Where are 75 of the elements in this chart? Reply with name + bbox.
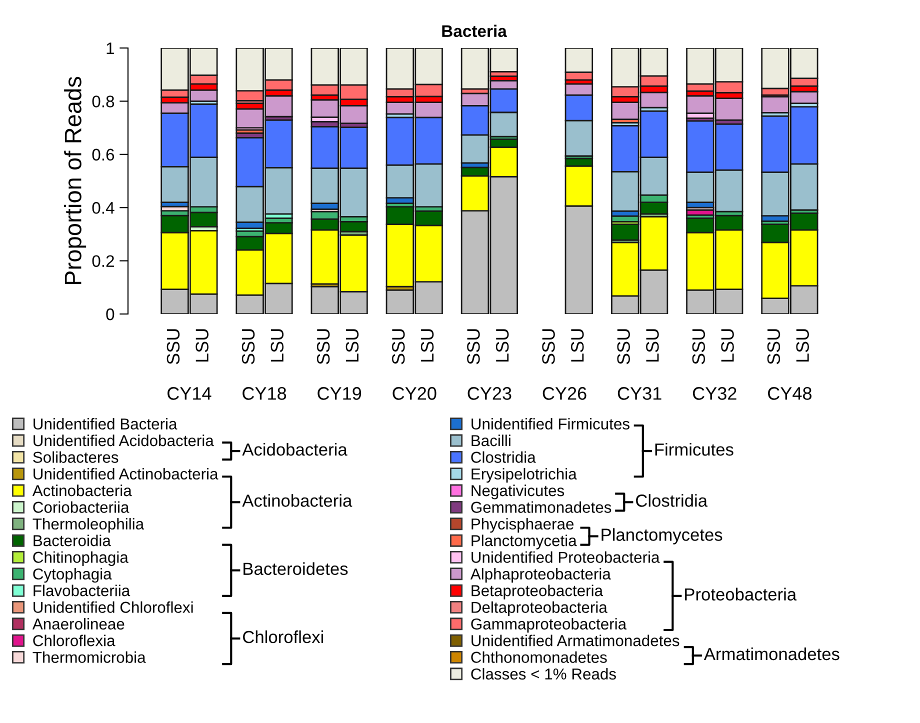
- legend-label: Flavobacteriia: [34, 584, 130, 596]
- x-tick-label: LSU: [346, 329, 359, 362]
- legend-label: Unidentified Chloroflexi: [34, 601, 193, 613]
- legend-label: Negativicutes: [472, 484, 564, 500]
- text: Clostridia: [636, 494, 708, 507]
- legend-label: Gammaproteobacteria: [471, 618, 627, 633]
- legend-label: Solibacteres: [33, 451, 118, 463]
- legend-label: Bacilli: [472, 434, 510, 446]
- text: Firmicutes: [655, 442, 734, 456]
- x-tick-label: SSU: [392, 329, 405, 364]
- legend-label: Deltaproteobacteria: [472, 601, 608, 616]
- legend-label: Chitinophagia: [33, 551, 128, 566]
- x-tick-label: SSU: [316, 329, 330, 364]
- legend-label: Unidentified Proteobacteria: [472, 551, 660, 563]
- legend-label: Coriobacteriia: [33, 501, 130, 513]
- x-tick-label: LSU: [571, 329, 584, 362]
- text: Acidobacteria: [242, 442, 348, 456]
- x-tick-label: LSU: [270, 329, 284, 362]
- text: Armatimonadetes: [704, 647, 840, 660]
- text: Chloroflexi: [243, 630, 323, 644]
- y-tick-label: 0.4: [92, 202, 114, 214]
- legend-label: Unidentified Bacteria: [34, 418, 178, 430]
- x-tick-label: LSU: [496, 329, 509, 362]
- legend-label: Cytophagia: [33, 568, 112, 583]
- legend-label: Bacteroidia: [34, 534, 111, 546]
- legend-label: Betaproteobacteria: [472, 584, 604, 600]
- text: CY14: [168, 387, 212, 400]
- text: CY23: [468, 387, 512, 400]
- x-tick-label: SSU: [467, 329, 480, 364]
- legend-label: Thermoleophilia: [32, 518, 144, 533]
- x-tick-label: SSU: [767, 329, 780, 364]
- legend-label: Gemmatimonadetes: [471, 501, 612, 513]
- text: CY20: [392, 387, 436, 400]
- y-tick-label: 0.2: [92, 255, 114, 268]
- legend-label: Unidentified Armatimonadetes: [472, 634, 680, 646]
- legend-label: Classes < 1% Reads: [471, 668, 616, 680]
- x-tick-label: SSU: [542, 329, 555, 364]
- legend-label: Anaerolineae: [32, 618, 124, 630]
- x-tick-label: LSU: [646, 329, 659, 362]
- legend-label: Phycisphaerae: [472, 518, 574, 533]
- y-tick-label: 0: [106, 308, 114, 320]
- text: CY26: [542, 387, 586, 400]
- x-tick-label: LSU: [796, 329, 809, 362]
- y-tick-label: 0.6: [92, 148, 114, 161]
- legend-label: Erysipelotrichia: [472, 468, 577, 483]
- chart-title: Bacteria: [442, 24, 507, 38]
- text: Proteobacteria: [685, 588, 797, 601]
- x-tick-label: LSU: [420, 329, 434, 362]
- x-tick-label: SSU: [166, 329, 180, 364]
- x-tick-label: LSU: [196, 329, 208, 362]
- text: CY18: [242, 387, 286, 400]
- legend-label: Chthonomonadetes: [471, 651, 607, 663]
- legend-label: Unidentified Firmicutes: [472, 418, 630, 430]
- x-tick-label: LSU: [721, 329, 734, 362]
- legend-label: Thermomicrobia: [32, 651, 146, 663]
- text: CY31: [618, 387, 662, 400]
- text: Planctomycetes: [602, 528, 722, 544]
- text: CY32: [692, 387, 736, 400]
- x-tick-label: SSU: [692, 329, 706, 364]
- legend-label: Chloroflexia: [33, 634, 116, 646]
- legend-label: Actinobacteria: [32, 484, 132, 496]
- text: CY48: [768, 387, 812, 400]
- legend-label: Alphaproteobacteria: [470, 568, 611, 583]
- text: Bacteroidetes: [244, 562, 348, 576]
- legend-label: Unidentified Actinobacteria: [34, 468, 218, 480]
- y-tick-label: 0.8: [92, 96, 114, 108]
- x-tick-label: SSU: [242, 329, 255, 364]
- legend-label: Planctomycetia: [472, 534, 577, 550]
- text: Actinobacteria: [242, 494, 352, 507]
- text: CY19: [318, 387, 362, 400]
- legend-label: Unidentified Acidobacteria: [34, 434, 214, 446]
- y-axis-title: Proportion of Reads: [64, 76, 86, 284]
- y-tick-label: 1: [106, 42, 114, 54]
- legend-label: Clostridia: [471, 451, 536, 463]
- x-tick-label: SSU: [617, 329, 630, 364]
